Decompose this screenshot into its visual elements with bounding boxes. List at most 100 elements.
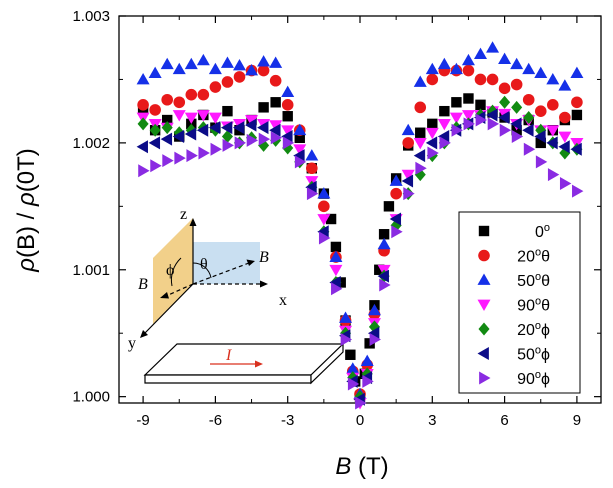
inset-y-arrowhead bbox=[140, 330, 148, 338]
data-point bbox=[462, 64, 475, 77]
data-point bbox=[451, 97, 462, 108]
data-point bbox=[196, 53, 210, 66]
data-point bbox=[413, 138, 427, 150]
inset-diagram: z x y B B θ ϕ I bbox=[128, 206, 345, 385]
data-point bbox=[281, 130, 293, 144]
data-point bbox=[487, 117, 500, 131]
data-point bbox=[439, 136, 451, 150]
data-point bbox=[282, 136, 295, 150]
data-point bbox=[498, 82, 511, 95]
data-point bbox=[367, 326, 380, 340]
x-tick-label: -3 bbox=[281, 412, 294, 429]
data-point bbox=[523, 111, 535, 125]
data-point bbox=[306, 187, 319, 201]
x-tick-label: -9 bbox=[136, 412, 149, 429]
data-point bbox=[149, 123, 161, 137]
data-point bbox=[340, 333, 353, 347]
data-point bbox=[377, 269, 389, 283]
y-tick-label: 1.003 bbox=[72, 8, 110, 25]
legend-marker bbox=[479, 371, 491, 385]
inset-b-right-arrow bbox=[192, 262, 250, 285]
data-point bbox=[559, 176, 572, 190]
data-point bbox=[522, 123, 534, 137]
y-tick-label: 1.000 bbox=[72, 389, 110, 406]
data-point bbox=[427, 118, 438, 130]
legend-label-value: 50 bbox=[517, 273, 535, 290]
legend-label-degree: o bbox=[535, 345, 541, 357]
data-point bbox=[413, 149, 426, 163]
data-point bbox=[196, 110, 210, 122]
data-point bbox=[362, 374, 374, 388]
data-point bbox=[534, 130, 546, 144]
data-point bbox=[558, 140, 570, 154]
data-point bbox=[210, 142, 222, 156]
legend-label-value: 90 bbox=[517, 371, 535, 388]
legend-label-value: 90 bbox=[517, 298, 535, 315]
tick-labels: -9 -6 -3 0 3 6 9 1.000 1.001 1.002 1.003 bbox=[72, 8, 581, 429]
data-point bbox=[305, 149, 319, 161]
data-point bbox=[209, 81, 222, 93]
inset-theta-arc bbox=[192, 262, 212, 279]
inset-slab-side bbox=[310, 342, 344, 385]
data-point bbox=[367, 303, 381, 316]
legend-label-value: 50 bbox=[517, 347, 535, 364]
data-point bbox=[149, 104, 161, 116]
data-point bbox=[425, 136, 438, 150]
legend-marker bbox=[478, 249, 490, 262]
data-point bbox=[403, 187, 415, 201]
data-point bbox=[196, 123, 209, 137]
data-point bbox=[197, 88, 210, 101]
legend-label: 90oθ bbox=[517, 296, 550, 315]
inset-label-phi: ϕ bbox=[166, 262, 174, 279]
data-point bbox=[270, 97, 281, 108]
legend-label-angle: ϕ bbox=[541, 371, 550, 388]
data-point bbox=[269, 123, 281, 137]
data-point bbox=[137, 117, 149, 131]
data-point bbox=[374, 264, 385, 275]
legend-label-value: 20 bbox=[517, 322, 535, 339]
data-point bbox=[510, 117, 522, 131]
data-point bbox=[389, 212, 402, 226]
data-point bbox=[160, 132, 173, 146]
data-point bbox=[257, 121, 269, 135]
inset-label-b-right: B bbox=[259, 249, 269, 266]
data-point bbox=[413, 75, 427, 87]
data-point bbox=[534, 105, 547, 117]
data-point bbox=[220, 121, 233, 135]
legend-label-degree: o bbox=[535, 320, 541, 332]
data-point bbox=[345, 349, 356, 360]
data-point bbox=[402, 137, 415, 149]
legend-label-degree: o bbox=[535, 247, 541, 259]
data-point bbox=[437, 130, 450, 144]
data-point bbox=[360, 354, 374, 367]
legend-label-degree: o bbox=[535, 369, 541, 381]
inset-y-axis bbox=[143, 283, 194, 335]
legend-label: 20oθ bbox=[517, 247, 550, 266]
data-point bbox=[233, 71, 246, 83]
data-point bbox=[522, 62, 536, 75]
data-point bbox=[546, 125, 560, 137]
data-point bbox=[426, 73, 439, 86]
data-point bbox=[377, 237, 391, 250]
data-point bbox=[378, 229, 390, 240]
data-point bbox=[414, 168, 426, 182]
data-point bbox=[437, 57, 451, 70]
y-axis-title-rho1: ρ bbox=[13, 258, 40, 273]
data-point bbox=[329, 264, 343, 277]
y-axis-title: ρ(B) / ρ(0T) bbox=[13, 148, 40, 273]
legend-label-degree: o bbox=[544, 222, 550, 234]
data-point bbox=[245, 64, 259, 76]
data-point bbox=[369, 333, 381, 347]
inset-slab-front bbox=[144, 374, 312, 384]
data-point bbox=[355, 396, 367, 410]
data-point bbox=[174, 151, 186, 165]
series-layer bbox=[136, 41, 584, 410]
data-point bbox=[511, 100, 523, 114]
data-point bbox=[257, 55, 271, 67]
legend-box bbox=[458, 211, 581, 394]
data-point bbox=[258, 102, 269, 113]
data-point bbox=[281, 85, 295, 98]
data-point bbox=[486, 41, 500, 53]
